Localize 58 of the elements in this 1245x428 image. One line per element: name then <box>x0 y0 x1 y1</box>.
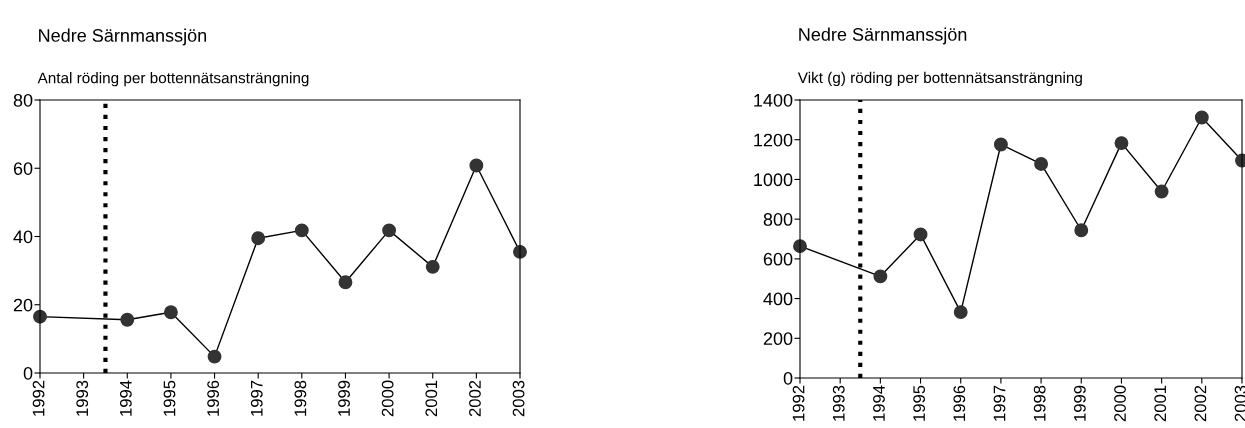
point <box>425 259 440 274</box>
y-tick-label: 0 <box>23 366 33 380</box>
y-tick-label: 60 <box>13 162 33 175</box>
x-tick-label: 1994 <box>873 385 885 421</box>
point <box>338 275 353 290</box>
chart-subtitle: Antal röding per bottennätsansträngning <box>37 72 309 87</box>
x-tick-label: 1998 <box>1033 385 1046 421</box>
y-tick-label: 40 <box>13 230 33 244</box>
point <box>1074 223 1089 238</box>
point <box>993 137 1008 152</box>
point <box>294 223 309 238</box>
y-tick-label: 0 <box>783 371 793 385</box>
x-tick-label: 2000 <box>381 380 394 417</box>
x-tick-label: 1999 <box>1073 385 1086 421</box>
x-tick-label: 2001 <box>425 380 438 417</box>
x-tick-label: 2003 <box>512 380 525 417</box>
x-tick-label: 1995 <box>913 385 926 421</box>
point <box>913 227 928 242</box>
x-tick-label: 2000 <box>1114 385 1126 422</box>
x-tick-label: 1996 <box>207 380 220 416</box>
x-tick-label: 2002 <box>1194 385 1207 422</box>
point <box>382 223 397 238</box>
point <box>207 349 222 364</box>
y-tick-label: 20 <box>13 298 33 312</box>
point <box>120 312 135 327</box>
x-tick-label: 1992 <box>792 385 805 421</box>
x-tick-label: 1996 <box>953 385 966 421</box>
x-tick-label: 1997 <box>993 385 1006 421</box>
point <box>1114 136 1129 151</box>
x-tick-label: 1993 <box>832 385 845 421</box>
point <box>1194 110 1209 125</box>
point <box>469 158 484 173</box>
point <box>1154 184 1169 199</box>
y-tick-label: 1200 <box>754 133 793 147</box>
y-tick-label: 800 <box>763 213 793 226</box>
x-tick-label: 1995 <box>163 380 176 416</box>
chart-title: Nedre Särnmanssjön <box>799 27 967 45</box>
chart-title: Nedre Särnmanssjön <box>39 28 207 46</box>
y-tick-label: 600 <box>763 252 793 266</box>
x-tick-label: 2002 <box>469 380 481 417</box>
x-tick-label: 1993 <box>76 380 89 416</box>
x-tick-label: 1997 <box>250 380 263 416</box>
point <box>953 305 968 320</box>
point <box>1034 156 1049 171</box>
y-tick-label: 1000 <box>754 173 793 187</box>
y-tick-label: 200 <box>763 332 793 346</box>
y-tick-label: 80 <box>13 93 33 107</box>
point <box>163 305 178 320</box>
x-tick-label: 1994 <box>119 380 132 416</box>
point <box>873 269 888 284</box>
x-tick-label: 2001 <box>1154 385 1167 422</box>
x-tick-label: 1999 <box>338 380 350 416</box>
chart-subtitle: Vikt (g) röding per bottennätsansträngning <box>797 71 1082 87</box>
y-tick-label: 1400 <box>754 93 793 107</box>
y-tick-label: 400 <box>763 292 793 306</box>
x-tick-label: 1998 <box>294 380 307 416</box>
point <box>251 231 266 246</box>
x-tick-label: 1992 <box>32 380 45 416</box>
